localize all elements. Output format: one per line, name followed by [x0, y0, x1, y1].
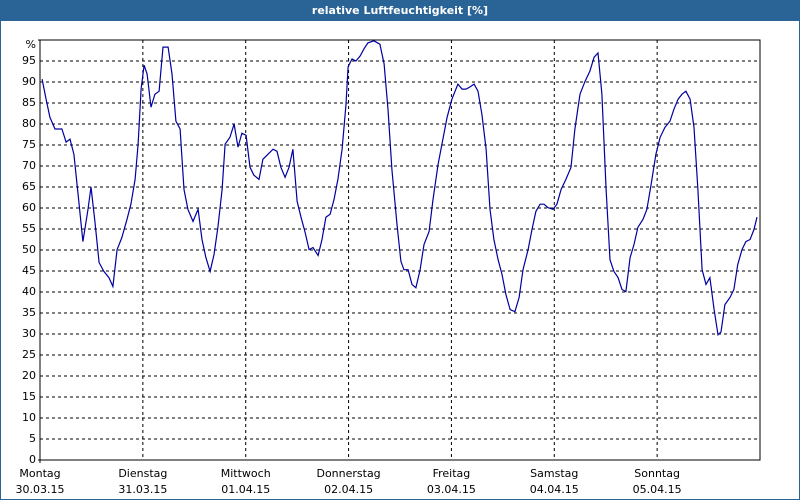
y-tick-label: 0: [29, 453, 36, 466]
x-tick-label: Montag: [19, 467, 60, 480]
y-tick-label: 90: [22, 75, 36, 88]
x-tick-date: 01.04.15: [221, 483, 270, 496]
y-tick-label: 5: [29, 432, 36, 445]
y-tick-label: 45: [22, 264, 36, 277]
humidity-line: [41, 40, 758, 337]
y-tick-label: 15: [22, 390, 36, 403]
y-tick-label: 75: [22, 138, 36, 151]
x-tick-date: 31.03.15: [118, 483, 167, 496]
y-tick-label: 40: [22, 285, 36, 298]
y-tick-label: 20: [22, 369, 36, 382]
y-tick-label: 10: [22, 411, 36, 424]
y-tick-label: 60: [22, 201, 36, 214]
x-tick-label: Samstag: [530, 467, 578, 480]
x-tick-date: 04.04.15: [530, 483, 579, 496]
x-tick-date: 02.04.15: [324, 483, 373, 496]
y-tick-label: 55: [22, 222, 36, 235]
x-tick-label: Sonntag: [634, 467, 680, 480]
x-tick-label: Mittwoch: [221, 467, 271, 480]
x-tick-label: Dienstag: [118, 467, 167, 480]
title-bar: [0, 0, 800, 21]
y-tick-label: 95: [22, 54, 36, 67]
x-tick-label: Freitag: [433, 467, 471, 480]
y-tick-label: 70: [22, 159, 36, 172]
y-tick-label: 30: [22, 327, 36, 340]
y-tick-label: 35: [22, 306, 36, 319]
y-tick-label: 80: [22, 117, 36, 130]
x-tick-label: Donnerstag: [316, 467, 380, 480]
chart-title: relative Luftfeuchtigkeit [%]: [312, 4, 488, 17]
y-tick-label: 65: [22, 180, 36, 193]
x-tick-date: 05.04.15: [633, 483, 682, 496]
x-tick-date: 30.03.15: [16, 483, 65, 496]
y-tick-label: 25: [22, 348, 36, 361]
x-tick-date: 03.04.15: [427, 483, 476, 496]
y-tick-label: 85: [22, 96, 36, 109]
y-tick-label: 50: [22, 243, 36, 256]
y-tick-label: %: [26, 38, 36, 51]
